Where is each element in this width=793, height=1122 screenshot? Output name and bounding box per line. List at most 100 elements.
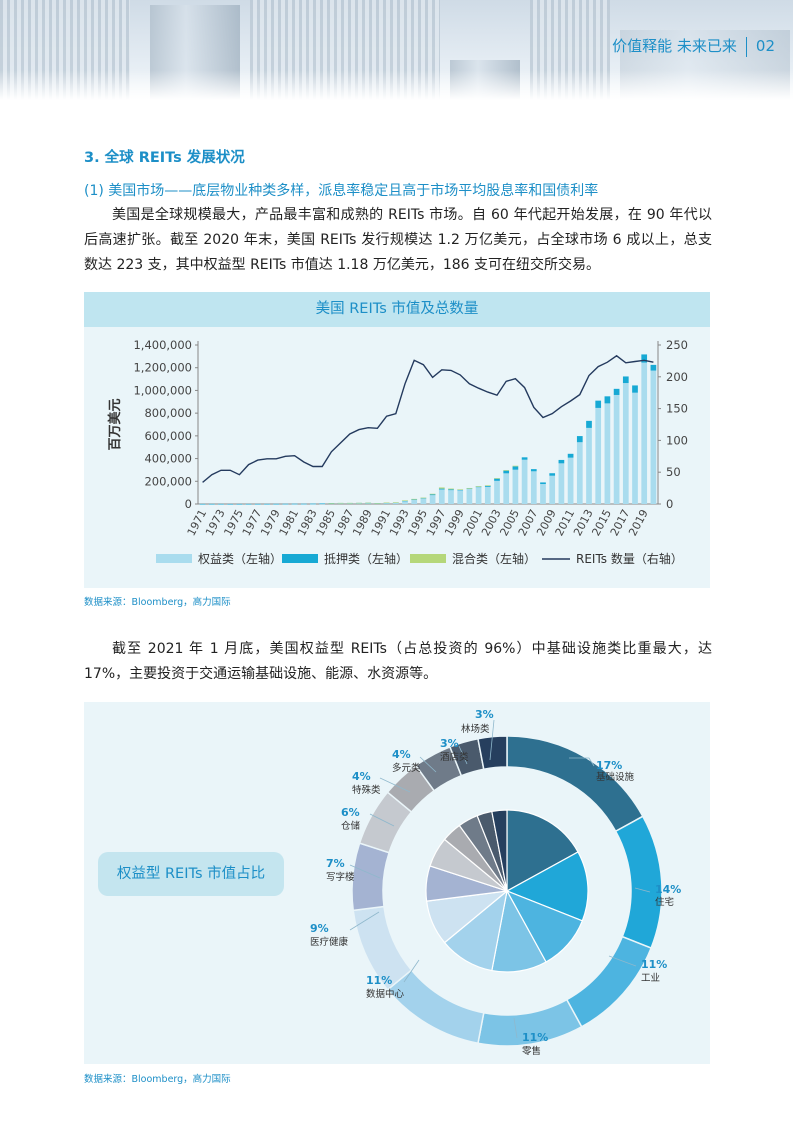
donut-category-label: 特殊类 [352, 784, 381, 796]
donut-category-label: 零售 [522, 1045, 541, 1057]
reits-count-line [202, 354, 654, 483]
equity-bar [346, 503, 353, 504]
donut-value-label: 11% [366, 974, 392, 987]
donut-label-多元类: 4%多元类 [392, 748, 437, 774]
equity-bar [411, 499, 418, 504]
donut-value-label: 9% [310, 922, 329, 935]
hybrid-bar [392, 502, 399, 503]
inner-pie [425, 809, 589, 973]
equity-bar [595, 407, 602, 504]
mortgage-bar [494, 478, 500, 481]
outer-ring [351, 735, 663, 1047]
hybrid-bar [374, 503, 381, 504]
legend-hybrid: 混合类（左轴） [410, 551, 536, 566]
donut-value-label: 14% [655, 883, 681, 896]
hybrid-bar [475, 486, 482, 487]
section-title: 3. 全球 REITs 发展状况 [84, 150, 245, 166]
subsection-title: (1) 美国市场——底层物业种类多样，派息率稳定且高于市场平均股息率和国债利率 [84, 183, 599, 199]
donut-category-label: 基础设施 [596, 771, 635, 783]
hybrid-bar [337, 502, 344, 504]
mortgage-bar [208, 503, 215, 505]
mortgage-bar [429, 494, 436, 496]
donut-category-label: 多元类 [392, 762, 421, 774]
equity-bar [365, 503, 372, 504]
y2-tick-label: 150 [666, 402, 688, 416]
leader-line [458, 745, 468, 765]
leader-line [369, 813, 395, 827]
mortgage-bar [549, 473, 556, 476]
source-note-1: 数据来源：Bloomberg，高力国际 [84, 597, 231, 608]
equity-bar [438, 489, 445, 504]
donut-category-label: 医疗健康 [310, 936, 349, 948]
mortgage-bar [457, 489, 464, 491]
market-cap-chart-svg: 1,400,000 1,200,000 1,000,000 800,000 600,00… [107, 338, 688, 566]
equity-bar [484, 486, 491, 504]
hybrid-bar [494, 478, 500, 479]
leader-line [349, 911, 380, 931]
hybrid-bar [448, 488, 454, 490]
equity-bar [402, 501, 408, 504]
y-tick-label: 600,000 [144, 429, 192, 443]
donut-label-仓储: 6%仓储 [341, 806, 395, 832]
y-tick-label: 200,000 [144, 474, 192, 488]
hybrid-bar [346, 502, 353, 504]
equity-bar [494, 480, 500, 504]
equity-bar [540, 484, 546, 504]
mortgage-bar [199, 503, 206, 505]
leader-line [379, 777, 411, 793]
equity-bar [356, 503, 362, 504]
mortgage-bar [438, 488, 445, 490]
mortgage-bar [641, 354, 648, 363]
hybrid-bar [457, 489, 464, 490]
donut-category-label: 数据中心 [366, 988, 405, 1000]
legend-hybrid-label: 混合类（左轴） [452, 551, 536, 566]
paragraph-2: 截至 2021 年 1 月底，美国权益型 REITs（占总投资的 96%）中基础… [84, 641, 712, 682]
running-header: 价值释能 未来已来 02 [612, 35, 775, 57]
equity-bar [521, 459, 528, 504]
legend-reits-count-label: REITs 数量（右轴） [576, 551, 683, 566]
legend-mortgage-label: 抵押类（左轴） [324, 551, 408, 566]
leader-line [403, 959, 420, 983]
mortgage-bar [245, 503, 252, 505]
donut-label-工业: 11% 工业 [608, 955, 667, 984]
equity-bar [558, 463, 565, 504]
donut-label-住宅: 14%住宅 [634, 883, 681, 908]
donut-label-数据中心: 11%数据中心 [366, 959, 420, 1000]
equity-bar [586, 427, 592, 504]
x-tick-label: 2019 [626, 507, 651, 538]
y-tick-label: 800,000 [144, 406, 192, 420]
mortgage-bar [650, 364, 657, 371]
equity-bar [383, 502, 390, 504]
equity-bar [613, 394, 620, 504]
sector-share-chart-svg: 17%基础设施14%住宅11%工业11%零售11%数据中心9%医疗健康7%写字楼… [310, 708, 681, 1057]
equity-bar [392, 502, 399, 504]
leader-line [513, 1017, 518, 1039]
y2-tick-label: 50 [666, 465, 681, 479]
y-tick-label: 400,000 [144, 452, 192, 466]
paragraph-1: 美国是全球规模最大，产品最丰富和成熟的 REITs 市场。自 60 年代起开始发… [84, 207, 712, 273]
donut-value-label: 6% [341, 806, 360, 819]
hybrid-bar [402, 500, 408, 501]
mortgage-bar [567, 453, 574, 458]
donut-value-label: 3% [440, 737, 459, 750]
equity-bar [549, 475, 556, 504]
equity-bar [567, 457, 574, 504]
donut-value-label: 7% [326, 857, 345, 870]
market-cap-chart: 美国 REITs 市值及总数量 1,400,000 1,200,000 1,000,… [84, 292, 710, 588]
equity-bar [622, 383, 629, 504]
mortgage-bar [622, 376, 629, 384]
donut-value-label: 3% [475, 708, 494, 721]
pie-slice-林场类 [491, 809, 508, 892]
header-title: 价值释能 未来已来 [612, 37, 737, 55]
equity-bar [448, 490, 454, 504]
mortgage-bar [586, 420, 592, 428]
y-tick-label: 1,200,000 [133, 361, 192, 375]
donut-label-医疗健康: 9%医疗健康 [310, 911, 380, 948]
mortgage-bar [273, 503, 280, 505]
hybrid-bar [356, 502, 362, 504]
donut-chart-title: 权益型 REITs 市值占比 [98, 852, 284, 896]
donut-category-label: 写字楼 [326, 871, 355, 883]
mortgage-bar [282, 503, 289, 505]
y2-tick-label: 200 [666, 370, 688, 384]
mortgage-bar [254, 503, 261, 505]
